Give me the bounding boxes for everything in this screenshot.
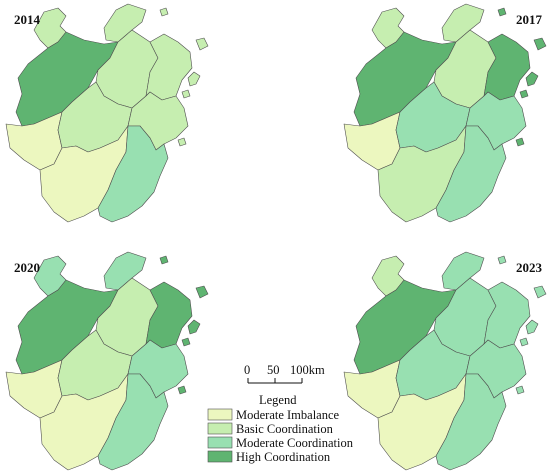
region-islands-2014 (187, 71, 201, 87)
legend-swatch-high-coordination (207, 450, 233, 463)
map-panel-2020: 2020 (5, 251, 209, 471)
legend-swatch-moderate-imbalance (207, 408, 233, 421)
region-southeast-2014 (97, 125, 169, 223)
region-southeast-2020 (97, 373, 169, 471)
year-label-2017: 2017 (516, 12, 543, 27)
region-islands-2017 (519, 89, 529, 99)
scale-label-100km: 100km (290, 363, 325, 377)
region-northeast-2023 (483, 281, 531, 349)
region-islands-2014 (159, 7, 169, 17)
map-panel-2023: 2023 (343, 251, 547, 471)
region-islands-2023 (533, 285, 547, 299)
region-southeast-2017 (435, 125, 507, 223)
region-northeast-2020 (145, 281, 193, 349)
region-islands-2017 (497, 7, 507, 17)
region-islands-2017 (533, 37, 547, 51)
scale-label-50: 50 (267, 363, 280, 377)
legend-swatch-basic-coordination (207, 422, 233, 435)
region-islands-2020 (177, 385, 187, 395)
region-islands-2023 (519, 337, 529, 347)
region-northeast-2014 (145, 33, 193, 101)
region-islands-2020 (181, 337, 191, 347)
region-islands-2014 (195, 37, 209, 51)
province-map-2020 (5, 251, 209, 471)
year-label-2023: 2023 (516, 260, 543, 275)
year-label-2020: 2020 (14, 260, 40, 275)
legend-label-moderate-imbalance: Moderate Imbalance (236, 408, 340, 422)
region-islands-2020 (195, 285, 209, 299)
region-islands-2023 (525, 319, 539, 335)
map-panel-2017: 2017 (343, 3, 547, 223)
province-map-2023 (343, 251, 547, 471)
legend-label-basic-coordination: Basic Coordination (236, 422, 334, 436)
region-islands-2017 (515, 137, 525, 147)
region-northeast-2017 (483, 33, 531, 101)
legend-label-moderate-coordination: Moderate Coordination (236, 436, 354, 450)
legend: Legend Moderate Imbalance Basic Coordina… (207, 393, 354, 464)
region-islands-2014 (181, 89, 191, 99)
province-map-2014 (5, 3, 209, 223)
legend-swatch-moderate-coordination (207, 436, 233, 449)
region-islands-2023 (497, 255, 507, 265)
scale-bar: 0 50 100km (244, 363, 325, 384)
scale-label-0: 0 (244, 363, 250, 377)
legend-title: Legend (259, 393, 297, 407)
province-map-2017 (343, 3, 547, 223)
region-islands-2014 (177, 137, 187, 147)
legend-label-high-coordination: High Coordination (236, 450, 331, 464)
region-islands-2020 (187, 319, 201, 335)
region-islands-2020 (159, 255, 169, 265)
region-islands-2023 (515, 385, 525, 395)
map-panel-2014: 2014 (5, 3, 209, 223)
year-label-2014: 2014 (14, 12, 41, 27)
region-islands-2017 (525, 71, 539, 87)
region-southeast-2023 (435, 373, 507, 471)
